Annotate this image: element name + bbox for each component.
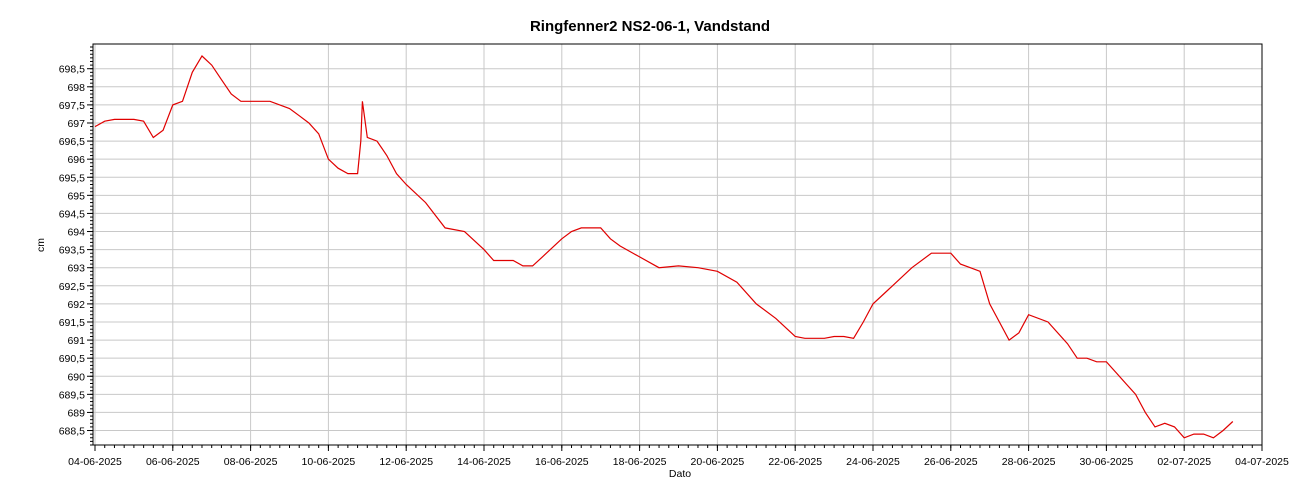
x-tick-label: 14-06-2025 (457, 456, 511, 468)
x-tick-label: 04-06-2025 (68, 456, 122, 468)
y-tick-label: 697,5 (59, 100, 85, 112)
y-tick-label: 688,5 (59, 426, 85, 438)
y-tick-label: 693 (67, 263, 85, 275)
plot-frame (92, 43, 1263, 446)
y-tick-label: 694 (67, 227, 85, 239)
y-tick-label: 689 (67, 407, 85, 419)
y-tick-label: 692 (67, 299, 85, 311)
y-tick-label: 695,5 (59, 172, 85, 184)
y-axis: 688,5 689 689,5 690 690,5 691 691,5 692 692,5 693… (59, 46, 93, 446)
y-tick-label: 695 (67, 190, 85, 202)
y-tick-label: 696 (67, 154, 85, 166)
y-tick-label: 696,5 (59, 136, 85, 148)
x-tick-label: 26-06-2025 (924, 456, 978, 468)
series-line (94, 55, 1234, 439)
y-tick-label: 698,5 (59, 64, 85, 76)
y-tick-label: 692,5 (59, 281, 85, 293)
x-tick-label: 30-06-2025 (1080, 456, 1134, 468)
y-tick-label: 698 (67, 82, 85, 94)
y-tick-label: 691,5 (59, 317, 85, 329)
x-tick-label: 22-06-2025 (768, 456, 822, 468)
x-tick-label: 02-07-2025 (1157, 456, 1211, 468)
x-tick-label: 12-06-2025 (379, 456, 433, 468)
x-tick-label: 18-06-2025 (613, 456, 667, 468)
x-tick-label: 04-07-2025 (1235, 456, 1289, 468)
x-tick-label: 08-06-2025 (224, 456, 278, 468)
y-axis-label: cm (35, 238, 47, 252)
x-tick-label: 20-06-2025 (691, 456, 745, 468)
y-tick-label: 693,5 (59, 245, 85, 257)
x-axis-label: Dato (669, 468, 691, 480)
grid-lines (93, 44, 1262, 445)
x-axis: 04-06-2025 06-06-2025 08-06-2025 10-06-2025… (68, 445, 1289, 468)
chart-title: Ringfenner2 NS2-06-1, Vandstand (529, 18, 771, 35)
y-tick-label: 690 (67, 371, 85, 383)
x-tick-label: 28-06-2025 (1002, 456, 1056, 468)
y-tick-label: 694,5 (59, 208, 85, 220)
x-tick-label: 10-06-2025 (302, 456, 356, 468)
y-tick-label: 697 (67, 118, 85, 130)
y-tick-label: 691 (67, 335, 85, 347)
y-tick-label: 690,5 (59, 353, 85, 365)
y-tick-label: 689,5 (59, 389, 85, 401)
x-tick-label: 06-06-2025 (146, 456, 200, 468)
x-tick-label: 24-06-2025 (846, 456, 900, 468)
x-tick-label: 16-06-2025 (535, 456, 589, 468)
